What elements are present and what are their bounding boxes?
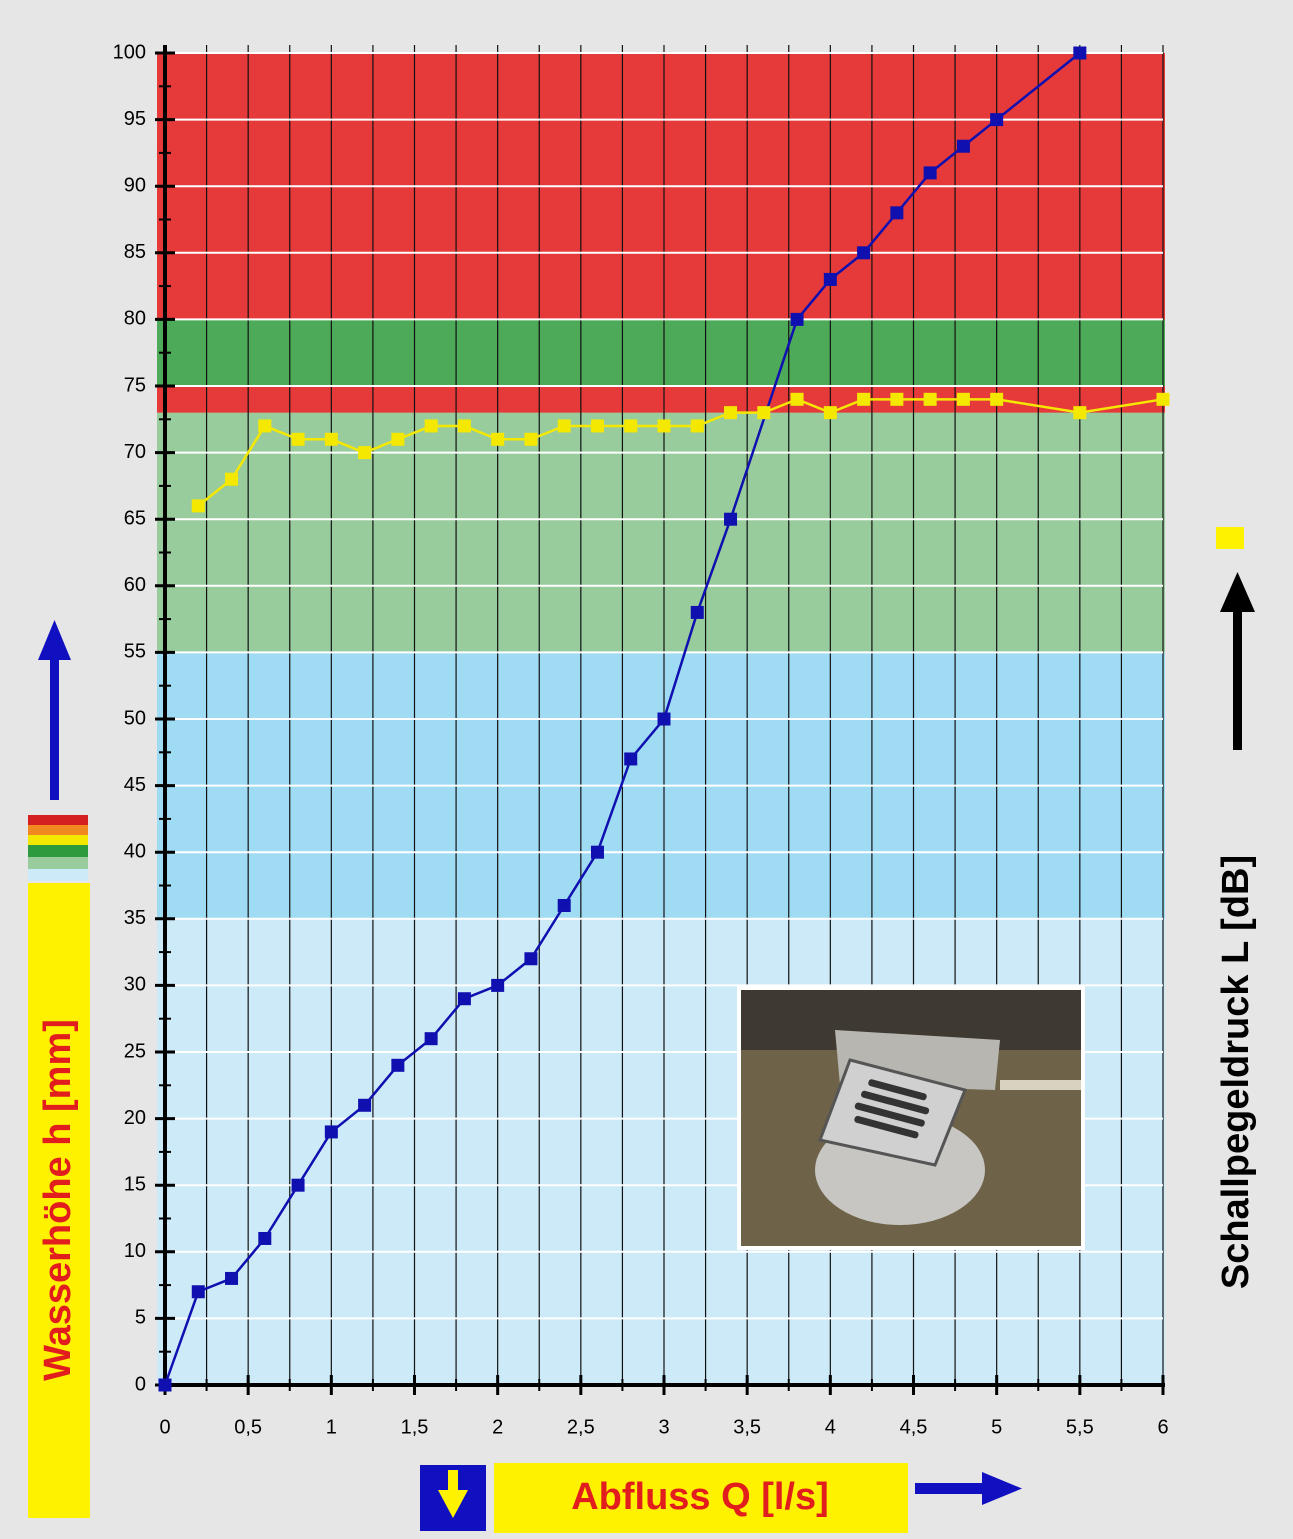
data-point <box>325 1125 338 1138</box>
data-point <box>724 406 737 419</box>
data-point <box>524 952 537 965</box>
data-point <box>924 166 937 179</box>
x-tick-label: 5,5 <box>1066 1416 1094 1438</box>
data-point <box>225 1272 238 1285</box>
y-tick-label: 10 <box>124 1240 146 1262</box>
data-point <box>391 1059 404 1072</box>
x-tick-label: 3 <box>658 1416 669 1438</box>
data-point <box>924 393 937 406</box>
y-tick-label: 85 <box>124 241 146 263</box>
data-point <box>624 752 637 765</box>
photo <box>737 986 1085 1250</box>
y-tick-label: 50 <box>124 707 146 729</box>
data-point <box>458 419 471 432</box>
data-point <box>990 393 1003 406</box>
y-tick-label: 65 <box>124 507 146 529</box>
y-tick-label: 95 <box>124 108 146 130</box>
data-point <box>1157 393 1170 406</box>
data-point <box>957 393 970 406</box>
data-point <box>192 499 205 512</box>
data-point <box>691 419 704 432</box>
x-tick-label: 4,5 <box>900 1416 928 1438</box>
y-tick-label: 100 <box>113 41 146 63</box>
data-point <box>724 513 737 526</box>
data-point <box>658 419 671 432</box>
y-tick-label: 60 <box>124 574 146 596</box>
data-point <box>159 1379 172 1392</box>
data-point <box>624 419 637 432</box>
x-tick-label: 4 <box>825 1416 836 1438</box>
y-tick-label: 55 <box>124 641 146 663</box>
y-tick-label: 25 <box>124 1040 146 1062</box>
data-point <box>292 1179 305 1192</box>
data-point <box>591 846 604 859</box>
x-tick-label: 0,5 <box>234 1416 262 1438</box>
x-tick-label: 5 <box>991 1416 1002 1438</box>
x-tick-label: 0 <box>159 1416 170 1438</box>
data-point <box>857 393 870 406</box>
x-tick-label: 1,5 <box>401 1416 429 1438</box>
data-point <box>791 313 804 326</box>
data-point <box>192 1285 205 1298</box>
data-point <box>658 713 671 726</box>
y-tick-label: 80 <box>124 308 146 330</box>
data-point <box>358 1099 371 1112</box>
data-point <box>491 433 504 446</box>
data-point <box>1073 406 1086 419</box>
y-tick-label: 20 <box>124 1107 146 1129</box>
data-point <box>425 1032 438 1045</box>
data-point <box>1073 47 1086 60</box>
data-point <box>325 433 338 446</box>
data-point <box>857 246 870 259</box>
data-point <box>425 419 438 432</box>
data-point <box>292 433 305 446</box>
y-tick-label: 5 <box>135 1307 146 1329</box>
data-point <box>890 206 903 219</box>
y-tick-label: 35 <box>124 907 146 929</box>
data-point <box>225 473 238 486</box>
zone-band <box>157 319 1165 386</box>
x-tick-label: 2,5 <box>567 1416 595 1438</box>
x-tick-label: 1 <box>326 1416 337 1438</box>
y2-axis-label: Schallpegeldruck L [dB] <box>1215 855 1257 1289</box>
y-tick-label: 0 <box>135 1373 146 1395</box>
data-point <box>691 606 704 619</box>
data-point <box>558 419 571 432</box>
data-point <box>824 273 837 286</box>
data-point <box>890 393 903 406</box>
data-point <box>591 419 604 432</box>
data-point <box>491 979 504 992</box>
x-tick-label: 3,5 <box>733 1416 761 1438</box>
y-axis-label: Wasserhöhe h [mm] <box>37 1019 79 1381</box>
y-tick-label: 70 <box>124 441 146 463</box>
data-point <box>990 113 1003 126</box>
x-tick-label: 2 <box>492 1416 503 1438</box>
data-point <box>391 433 404 446</box>
data-point <box>458 992 471 1005</box>
data-point <box>258 1232 271 1245</box>
y-tick-label: 75 <box>124 374 146 396</box>
data-point <box>558 899 571 912</box>
y-tick-label: 40 <box>124 840 146 862</box>
x-axis-label: Abfluss Q [l/s] <box>571 1476 829 1518</box>
y-tick-label: 30 <box>124 974 146 996</box>
data-point <box>358 446 371 459</box>
data-point <box>258 419 271 432</box>
data-point <box>791 393 804 406</box>
data-point <box>757 406 770 419</box>
y-tick-label: 45 <box>124 774 146 796</box>
data-point <box>957 140 970 153</box>
chart: 0510152025303540455055606570758085909510… <box>0 0 1293 1539</box>
y-tick-label: 90 <box>124 174 146 196</box>
data-point <box>824 406 837 419</box>
data-point <box>524 433 537 446</box>
y-tick-label: 15 <box>124 1173 146 1195</box>
x-tick-label: 6 <box>1157 1416 1168 1438</box>
